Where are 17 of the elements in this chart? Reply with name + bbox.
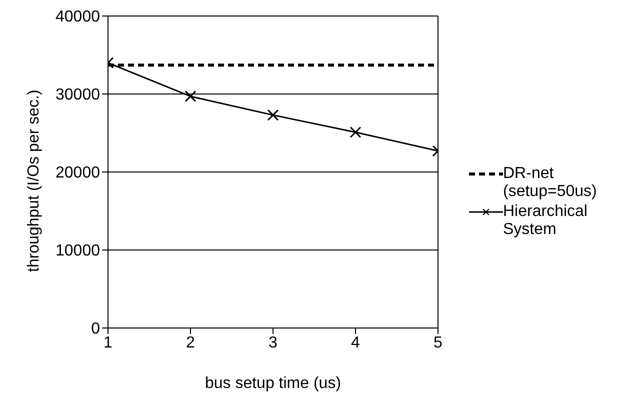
point bbox=[267, 109, 279, 121]
x-tick-label: 3 bbox=[268, 334, 278, 352]
y-tick-label: 20000 bbox=[56, 164, 100, 182]
y-tick-label: 0 bbox=[91, 320, 100, 338]
x-tick-label: 2 bbox=[186, 334, 196, 352]
x-tick-label: 5 bbox=[434, 334, 443, 352]
point bbox=[350, 126, 362, 138]
point bbox=[184, 90, 196, 102]
y-tick-label: 30000 bbox=[56, 86, 100, 104]
y-tick-label: 10000 bbox=[56, 242, 100, 260]
y-axis-title: throughput (I/Os per sec.) bbox=[26, 90, 43, 272]
legend-label: Hierarchical System bbox=[503, 203, 588, 239]
x-axis-title: bus setup time (us) bbox=[204, 375, 342, 392]
y-tick-label: 40000 bbox=[56, 8, 100, 26]
x-tick-label: 4 bbox=[351, 334, 360, 352]
x-tick-label: 1 bbox=[104, 334, 113, 352]
legend-label: DR-net (setup=50us) bbox=[503, 165, 598, 201]
